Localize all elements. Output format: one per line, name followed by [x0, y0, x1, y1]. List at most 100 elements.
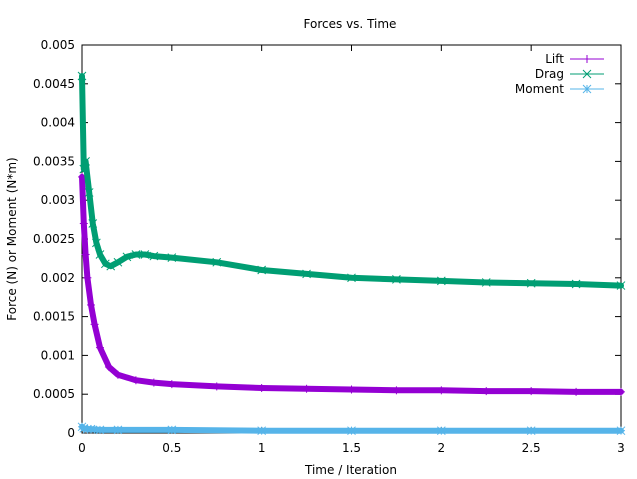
data-point-moment — [167, 425, 177, 435]
x-axis-title: Time / Iteration — [304, 463, 397, 477]
data-point-lift — [86, 300, 95, 309]
data-point-drag — [77, 71, 87, 81]
data-point-lift — [167, 380, 176, 389]
data-point-lift — [617, 387, 625, 396]
data-point-lift — [95, 343, 104, 352]
y-tick-label: 0.0045 — [33, 77, 75, 91]
marker-stroke — [101, 259, 110, 269]
data-point-drag — [481, 278, 491, 287]
data-point-lift — [131, 376, 140, 385]
data-point-drag — [92, 238, 101, 248]
data-point-moment — [95, 425, 105, 435]
x-tick-label: 0.5 — [162, 441, 181, 455]
data-point-moment — [347, 426, 356, 436]
data-point-drag — [257, 265, 267, 275]
data-point-lift — [90, 320, 99, 329]
series-moment — [77, 422, 626, 436]
legend-marker-moment — [582, 84, 592, 94]
chart-title: Forces vs. Time — [304, 17, 397, 31]
marker-stroke — [436, 426, 446, 436]
marker-stroke — [481, 278, 491, 287]
data-point-lift — [79, 219, 88, 228]
marker-stroke — [526, 426, 536, 436]
data-point-drag — [571, 279, 581, 289]
marker-stroke — [212, 257, 222, 267]
data-point-drag — [167, 253, 177, 262]
marker-stroke — [347, 273, 356, 283]
marker-stroke — [582, 69, 592, 79]
legend-marker-lift — [583, 55, 591, 63]
marker-stroke — [392, 274, 401, 284]
marker-stroke — [140, 250, 150, 259]
data-point-lift — [104, 363, 113, 372]
legend-label-lift: Lift — [545, 52, 564, 66]
x-tick-label: 3 — [617, 441, 625, 455]
data-point-drag — [101, 259, 110, 269]
marker-stroke — [84, 188, 94, 197]
data-point-drag — [149, 251, 159, 261]
marker-stroke — [122, 252, 132, 262]
y-tick-label: 0 — [67, 426, 75, 440]
legend-label-moment: Moment — [515, 82, 564, 96]
y-axis: 0 0.0005 0.001 0.0015 0.002 0.0025 0.003 0.0035… — [33, 38, 621, 440]
marker-stroke — [257, 265, 267, 275]
marker-stroke — [95, 425, 105, 435]
data-point-lift — [83, 273, 92, 282]
series-layer — [77, 71, 626, 436]
marker-stroke — [167, 253, 177, 262]
data-point-lift — [81, 250, 90, 259]
marker-stroke — [616, 281, 626, 290]
data-point-drag — [616, 281, 626, 290]
data-point-lift — [392, 386, 401, 395]
data-point-drag — [212, 257, 222, 267]
marker-stroke — [88, 219, 98, 228]
data-point-drag — [122, 252, 132, 262]
marker-stroke — [582, 84, 592, 94]
series-drag — [77, 71, 626, 290]
data-point-moment — [616, 426, 626, 436]
series-lift — [78, 172, 625, 396]
marker-stroke — [92, 238, 101, 248]
x-tick-label: 0 — [78, 441, 86, 455]
data-point-drag — [140, 250, 150, 259]
data-point-drag — [84, 188, 94, 197]
data-point-moment — [257, 426, 267, 436]
plot-frame — [81, 44, 622, 434]
data-point-moment — [86, 424, 96, 434]
y-tick-label: 0.001 — [41, 348, 75, 362]
data-point-moment — [526, 426, 536, 436]
marker-stroke — [131, 250, 141, 259]
series-line-lift — [79, 173, 624, 395]
data-point-lift — [113, 370, 122, 379]
data-point-moment — [113, 425, 123, 435]
data-point-lift — [347, 385, 356, 394]
data-point-lift — [302, 384, 311, 393]
data-point-drag — [106, 261, 116, 271]
marker-stroke — [167, 425, 177, 435]
data-point-drag — [79, 164, 89, 174]
marker-stroke — [95, 250, 105, 259]
x-tick-label: 1 — [258, 441, 266, 455]
legend-label-drag: Drag — [535, 67, 564, 81]
data-point-drag — [302, 269, 311, 279]
data-point-moment — [436, 426, 446, 436]
marker-stroke — [257, 426, 267, 436]
y-tick-label: 0.004 — [41, 116, 75, 130]
y-tick-label: 0.0025 — [33, 232, 75, 246]
data-point-drag — [347, 273, 356, 283]
y-tick-label: 0.0005 — [33, 387, 75, 401]
marker-stroke — [86, 424, 96, 434]
legend-marker-drag — [582, 69, 592, 79]
data-point-drag — [88, 219, 98, 228]
marker-stroke — [113, 425, 123, 435]
data-point-drag — [526, 278, 536, 288]
y-tick-label: 0.005 — [41, 38, 75, 52]
y-tick-label: 0.003 — [41, 193, 75, 207]
marker-stroke — [526, 278, 536, 288]
series-line-drag — [79, 73, 624, 289]
y-tick-label: 0.002 — [41, 271, 75, 285]
y-tick-label: 0.0015 — [33, 310, 75, 324]
data-point-drag — [81, 157, 90, 166]
